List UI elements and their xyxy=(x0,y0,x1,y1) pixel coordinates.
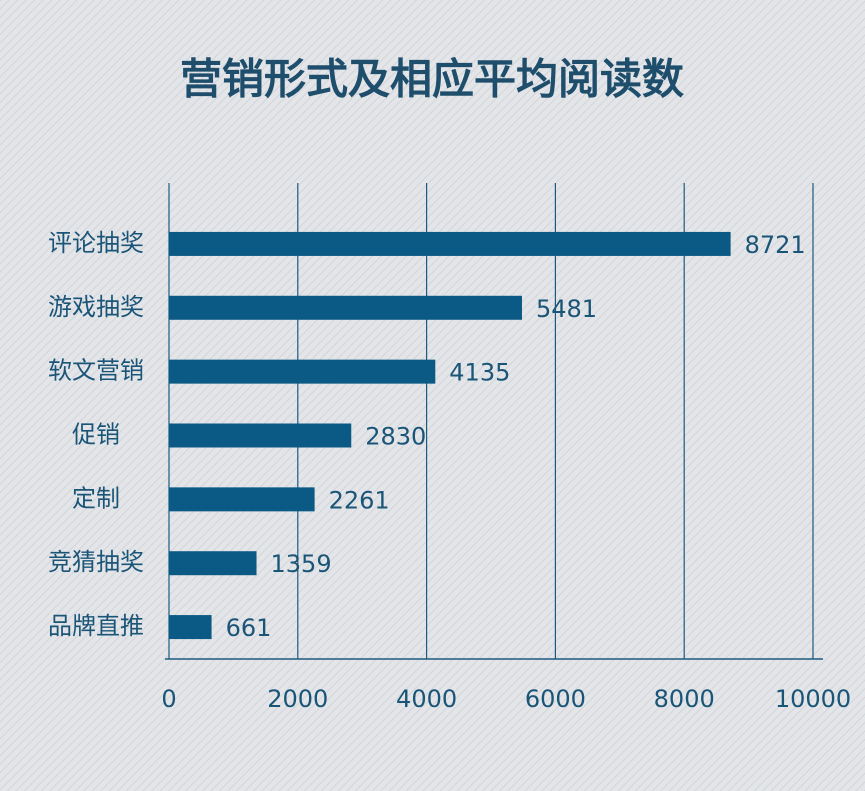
bar xyxy=(169,231,731,256)
value-label: 2830 xyxy=(365,423,426,451)
bar xyxy=(169,551,257,576)
bar xyxy=(169,615,212,640)
value-label: 5481 xyxy=(536,295,597,323)
y-tick-label: 品牌直推 xyxy=(48,612,144,640)
y-tick-label: 定制 xyxy=(72,484,120,512)
x-tick-label: 0 xyxy=(161,685,176,713)
y-tick-label: 软文营销 xyxy=(48,357,144,385)
x-tick-label: 4000 xyxy=(396,685,457,713)
y-tick-label: 促销 xyxy=(72,421,120,449)
y-tick-label: 竞猜抽奖 xyxy=(48,548,144,576)
chart-title: 营销形式及相应平均阅读数 xyxy=(180,55,684,104)
bar xyxy=(169,487,315,512)
x-tick-label: 2000 xyxy=(267,685,328,713)
x-tick-label: 10000 xyxy=(775,685,851,713)
value-label: 2261 xyxy=(329,486,390,514)
value-label: 661 xyxy=(226,614,272,642)
y-tick-label: 游戏抽奖 xyxy=(48,293,144,321)
x-tick-label: 8000 xyxy=(654,685,715,713)
bar xyxy=(169,423,352,448)
y-tick-label: 评论抽奖 xyxy=(48,229,144,257)
x-tick-label: 6000 xyxy=(525,685,586,713)
value-label: 4135 xyxy=(449,359,510,387)
value-label: 8721 xyxy=(745,231,806,259)
value-label: 1359 xyxy=(271,550,332,578)
bar xyxy=(169,359,436,384)
bar xyxy=(169,295,522,320)
